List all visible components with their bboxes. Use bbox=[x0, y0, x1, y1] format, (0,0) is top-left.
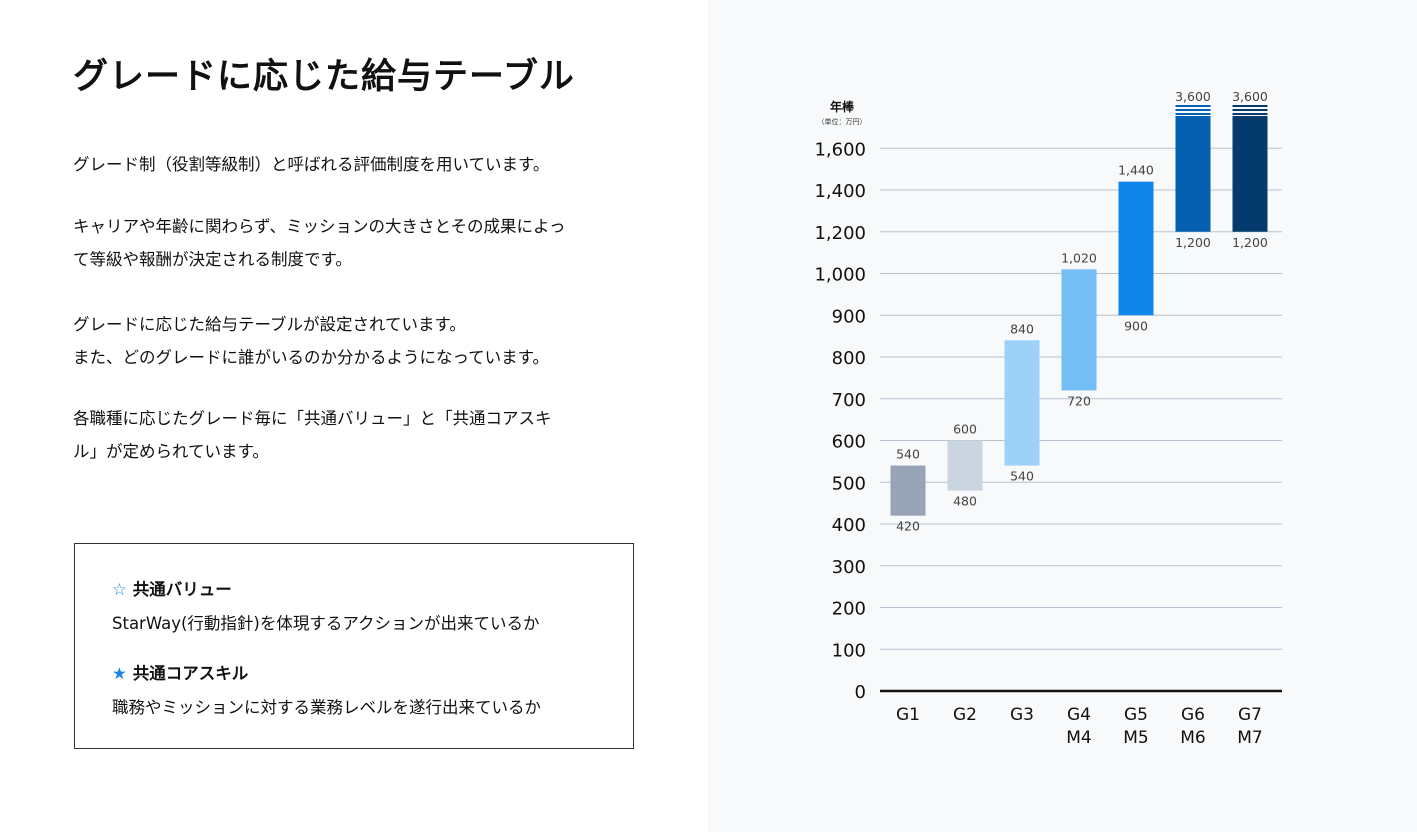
value-heading-label: 共通バリュー bbox=[132, 580, 232, 599]
x-tick-label: G3 bbox=[1010, 705, 1034, 725]
bar-high-label: 840 bbox=[1010, 321, 1034, 336]
bar-low-label: 1,200 bbox=[1232, 235, 1268, 250]
bar-g1 bbox=[890, 465, 926, 516]
axis-break-stripe bbox=[1175, 113, 1211, 115]
description-paragraph: 各職種に応じたグレード毎に「共通バリュー」と「共通コアスキ ル」が定められています… bbox=[73, 402, 643, 468]
page-title: グレードに応じた給与テーブル bbox=[73, 57, 575, 97]
x-tick-label: M6 bbox=[1180, 728, 1205, 748]
bar-high-label: 540 bbox=[896, 447, 920, 462]
axis-break-stripe bbox=[1175, 109, 1211, 111]
bar-high-label: 3,600 bbox=[1232, 89, 1268, 104]
axis-break-stripe bbox=[1232, 109, 1268, 111]
bar-low-label: 540 bbox=[1010, 469, 1034, 484]
bar-g4 bbox=[1061, 269, 1097, 391]
core-skill-description: 職務やミッションに対する業務レベルを遂行出来ているか bbox=[112, 698, 541, 717]
bar-low-label: 420 bbox=[896, 519, 920, 534]
x-tick-label: G1 bbox=[896, 705, 920, 725]
paragraph-line: また、どのグレードに誰がいるのか分かるようになっています。 bbox=[73, 348, 550, 367]
star-filled-icon: ★ bbox=[112, 664, 127, 683]
y-tick-label: 700 bbox=[832, 390, 866, 411]
value-heading: ☆ 共通バリュー bbox=[112, 576, 232, 600]
paragraph-line: て等級や報酬が決定される制度です。 bbox=[73, 250, 352, 269]
skills-box: ☆ 共通バリュー StarWay(行動指針)を体現するアクションが出来ているか ★… bbox=[74, 543, 634, 749]
x-tick-label: G2 bbox=[953, 705, 977, 725]
paragraph-line: グレード制（役割等級制）と呼ばれる評価制度を用いています。 bbox=[73, 155, 550, 174]
axis-break-stripe bbox=[1232, 113, 1268, 115]
bar-g7 bbox=[1232, 116, 1268, 232]
y-tick-label: 0 bbox=[855, 682, 866, 703]
description-paragraph: グレードに応じた給与テーブルが設定されています。また、どのグレードに誰がいるのか… bbox=[73, 308, 643, 374]
bar-g2 bbox=[947, 440, 983, 491]
x-tick-label: M5 bbox=[1123, 728, 1148, 748]
bar-g5 bbox=[1118, 181, 1154, 316]
chart-panel bbox=[708, 0, 1417, 832]
paragraph-line: グレードに応じた給与テーブルが設定されています。 bbox=[73, 315, 466, 334]
bar-high-label: 3,600 bbox=[1175, 89, 1211, 104]
core-skill-heading: ★ 共通コアスキル bbox=[112, 660, 248, 684]
y-axis-unit: （単位：万円） bbox=[818, 117, 867, 126]
y-tick-label: 100 bbox=[832, 640, 866, 661]
paragraph-line: 各職種に応じたグレード毎に「共通バリュー」と「共通コアスキ bbox=[73, 409, 552, 428]
y-tick-label: 1,600 bbox=[814, 139, 866, 160]
bar-g6 bbox=[1175, 116, 1211, 232]
y-tick-label: 500 bbox=[832, 473, 866, 494]
axis-break-stripe bbox=[1232, 105, 1268, 107]
bar-g3 bbox=[1004, 340, 1040, 466]
y-tick-label: 1,000 bbox=[814, 265, 866, 286]
description-paragraph: キャリアや年齢に関わらず、ミッションの大きさとその成果によっ て等級や報酬が決定さ… bbox=[73, 210, 643, 276]
bar-high-label: 600 bbox=[953, 422, 977, 437]
paragraph-line: ル」が定められています。 bbox=[73, 442, 269, 461]
x-tick-label: G6 bbox=[1181, 705, 1205, 725]
axis-break-stripe bbox=[1175, 105, 1211, 107]
bar-low-label: 720 bbox=[1067, 393, 1091, 408]
value-description: StarWay(行動指針)を体現するアクションが出来ているか bbox=[112, 614, 540, 633]
bar-low-label: 1,200 bbox=[1175, 235, 1211, 250]
x-tick-label: G7 bbox=[1238, 705, 1262, 725]
x-tick-label: M7 bbox=[1237, 728, 1262, 748]
y-tick-label: 800 bbox=[832, 348, 866, 369]
bar-low-label: 900 bbox=[1124, 318, 1148, 333]
x-tick-label: M4 bbox=[1066, 728, 1091, 748]
y-tick-label: 200 bbox=[832, 599, 866, 620]
bar-low-label: 480 bbox=[953, 494, 977, 509]
y-tick-label: 600 bbox=[832, 432, 866, 453]
star-outline-icon: ☆ bbox=[112, 580, 127, 599]
y-tick-label: 1,400 bbox=[814, 181, 866, 202]
y-tick-label: 1,200 bbox=[814, 223, 866, 244]
y-tick-label: 400 bbox=[832, 515, 866, 536]
x-tick-label: G5 bbox=[1124, 705, 1148, 725]
y-tick-label: 300 bbox=[832, 557, 866, 578]
x-tick-label: G4 bbox=[1067, 705, 1091, 725]
bar-high-label: 1,020 bbox=[1061, 250, 1097, 265]
description-paragraph: グレード制（役割等級制）と呼ばれる評価制度を用いています。 bbox=[73, 148, 643, 181]
y-tick-label: 900 bbox=[832, 306, 866, 327]
bar-high-label: 1,440 bbox=[1118, 163, 1154, 178]
paragraph-line: キャリアや年齢に関わらず、ミッションの大きさとその成果によっ bbox=[73, 217, 566, 236]
y-axis-title: 年棒 bbox=[830, 99, 855, 114]
core-skill-heading-label: 共通コアスキル bbox=[132, 664, 249, 683]
